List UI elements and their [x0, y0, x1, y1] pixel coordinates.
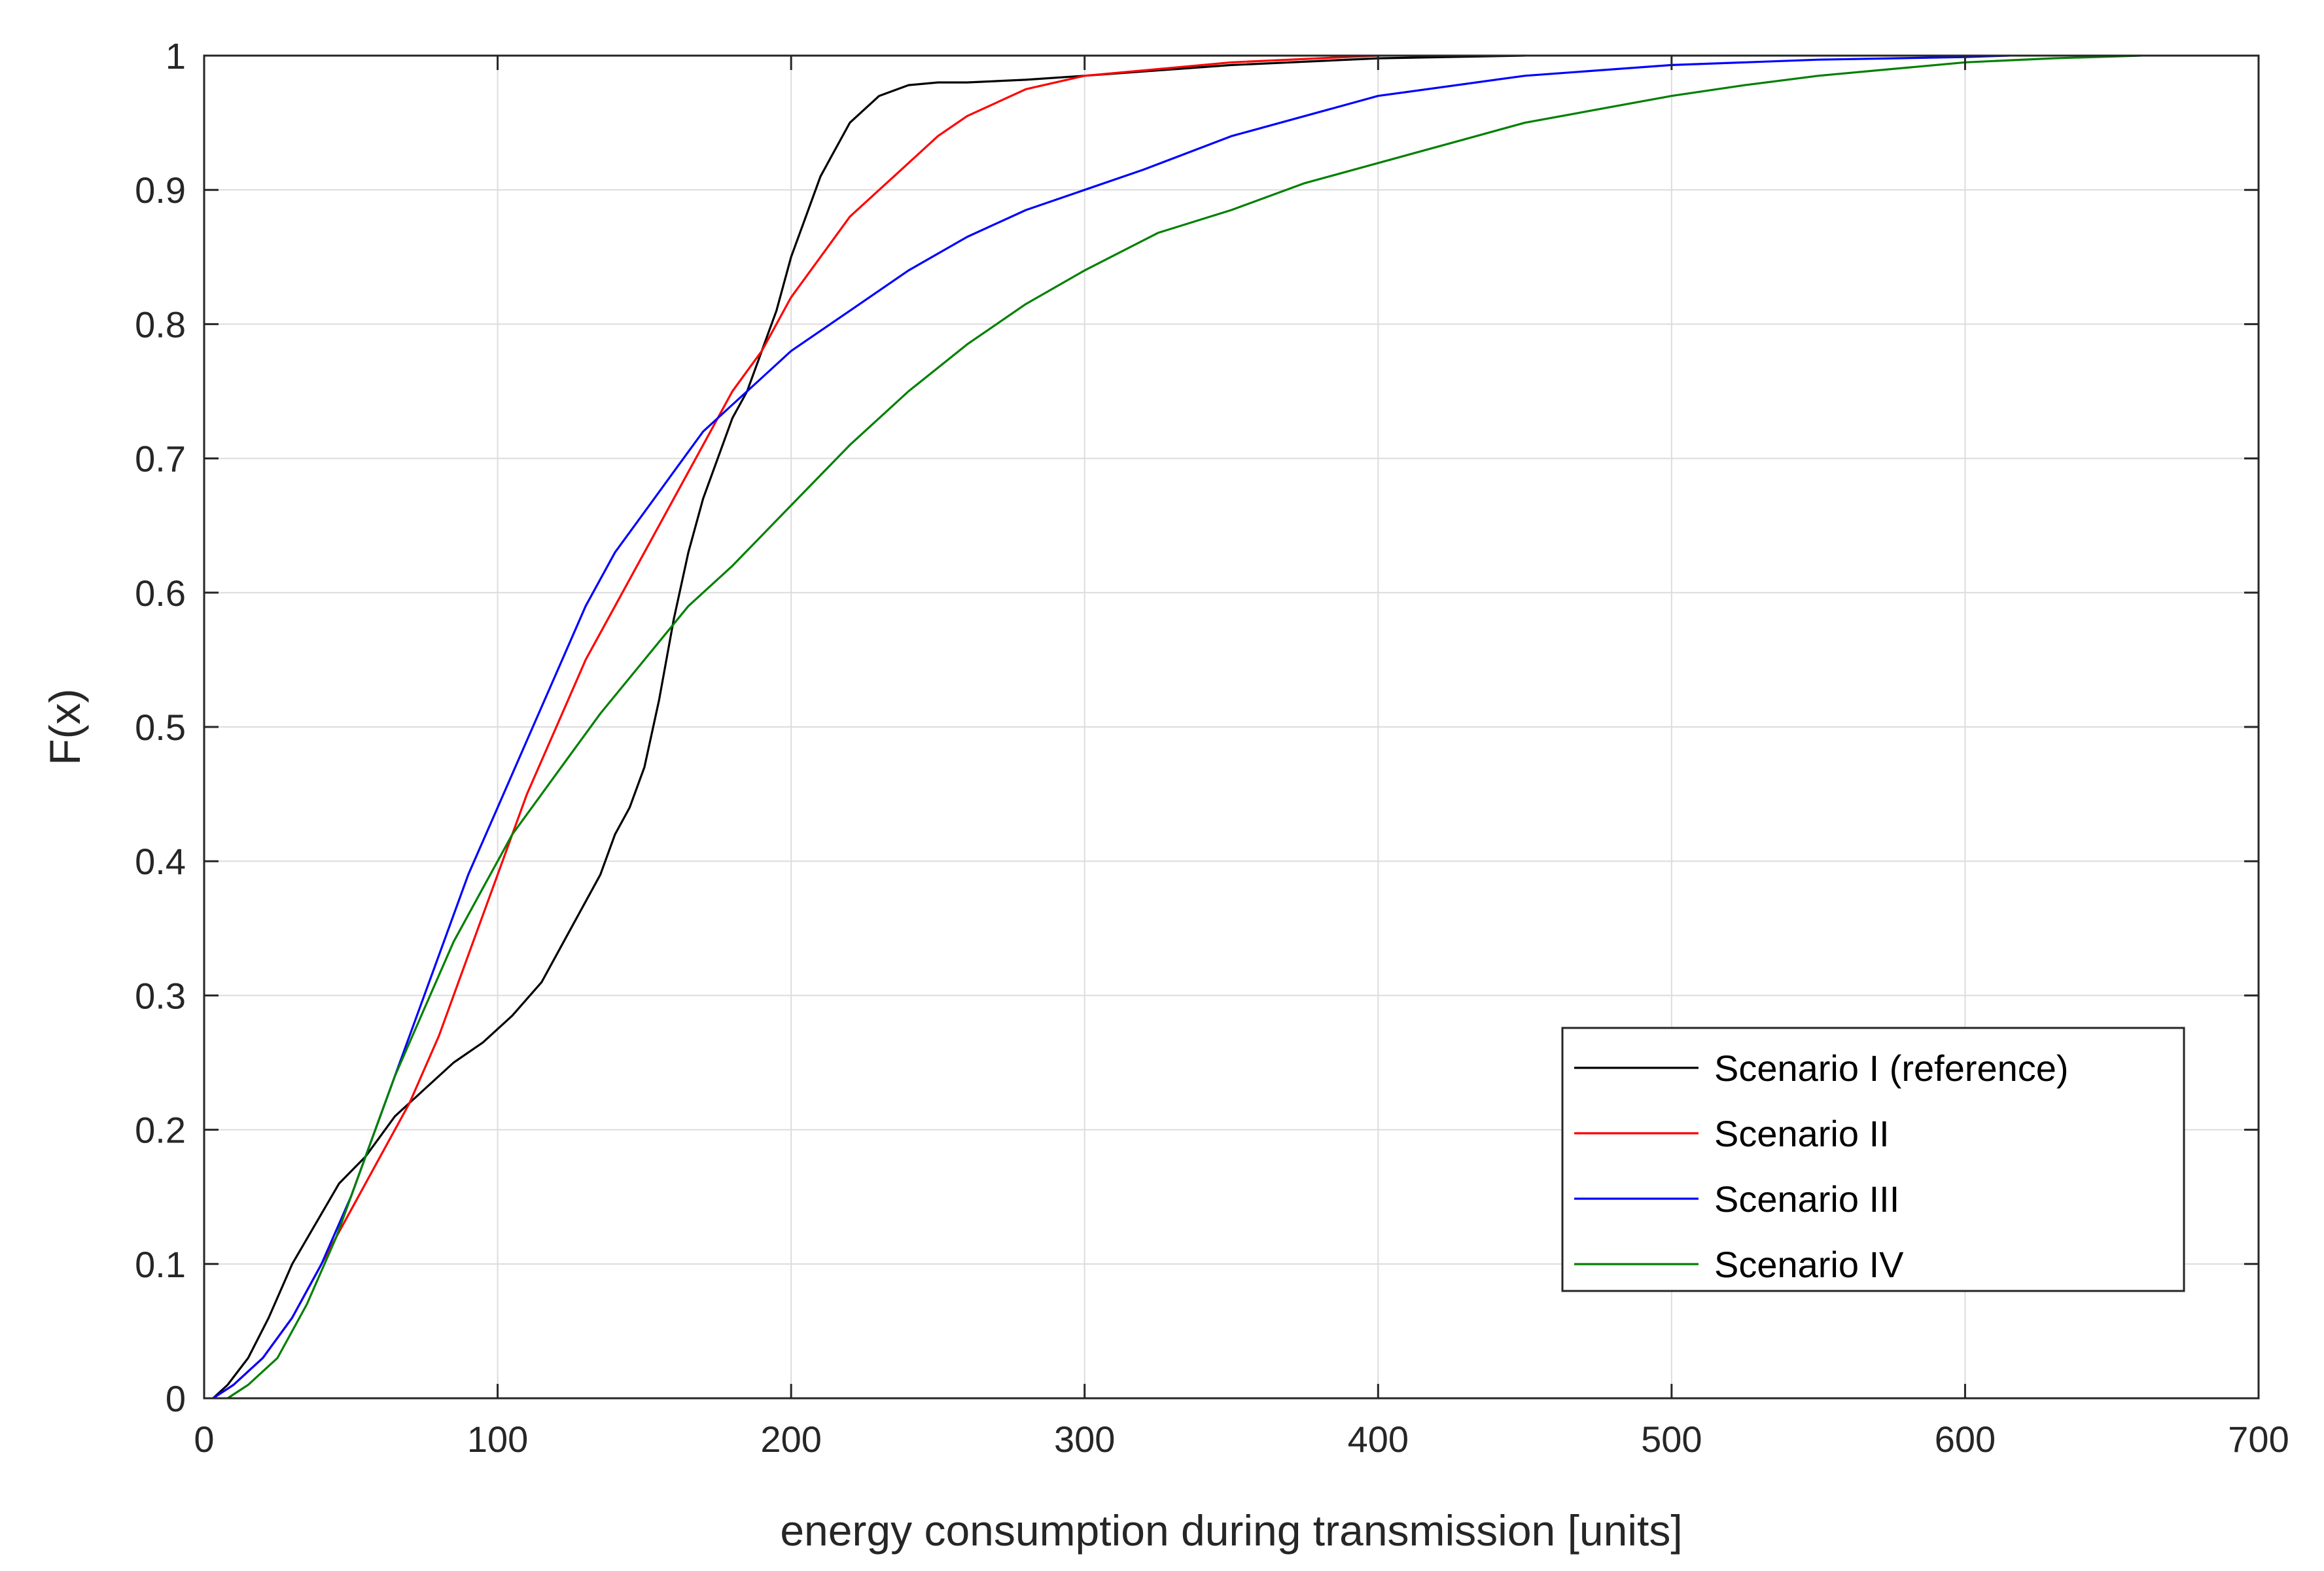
y-tick-label: 0.7	[135, 438, 186, 480]
x-tick-label: 700	[2228, 1419, 2289, 1460]
x-tick-label: 0	[194, 1419, 214, 1460]
legend-item[interactable]: Scenario IV	[1574, 1244, 1904, 1285]
series-group	[212, 54, 2141, 1400]
legend-item[interactable]: Scenario II	[1574, 1113, 1890, 1154]
legend-label: Scenario I (reference)	[1714, 1048, 2069, 1089]
ticks: 0 100 200 300 400 500 600 700 0 0.1 0.2 0.3 0.4 0.5 0.…	[135, 35, 2289, 1460]
y-tick-label: 0.6	[135, 573, 186, 614]
legend[interactable]: Scenario I (reference) Scenario II Scenari…	[1561, 1027, 2185, 1292]
y-tick-label: 0.8	[135, 304, 186, 345]
x-tick-label: 500	[1641, 1419, 1702, 1460]
y-tick-label: 0	[166, 1378, 186, 1419]
x-axis-label: energy consumption during transmission […	[780, 1506, 1682, 1555]
x-tick-label: 100	[467, 1419, 528, 1460]
legend-label: Scenario II	[1714, 1113, 1890, 1154]
legend-item[interactable]: Scenario I (reference)	[1574, 1048, 2069, 1089]
x-tick-label: 200	[760, 1419, 821, 1460]
x-tick-label: 400	[1348, 1419, 1409, 1460]
y-tick-label: 0.4	[135, 841, 186, 882]
series-line-4	[227, 54, 2141, 1400]
legend-label: Scenario III	[1714, 1178, 1899, 1220]
legend-box	[1561, 1027, 2185, 1292]
x-tick-label: 600	[1935, 1419, 1996, 1460]
y-axis-label: F(x)	[41, 688, 89, 765]
x-tick-label: 300	[1054, 1419, 1115, 1460]
legend-item[interactable]: Scenario III	[1574, 1178, 1899, 1220]
y-tick-label: 0.2	[135, 1110, 186, 1151]
y-tick-label: 1	[166, 35, 186, 77]
legend-label: Scenario IV	[1714, 1244, 1904, 1285]
y-tick-label: 0.9	[135, 169, 186, 211]
y-tick-label: 0.5	[135, 707, 186, 748]
series-line-2	[212, 54, 1379, 1400]
y-tick-label: 0.1	[135, 1244, 186, 1285]
y-tick-label: 0.3	[135, 975, 186, 1016]
